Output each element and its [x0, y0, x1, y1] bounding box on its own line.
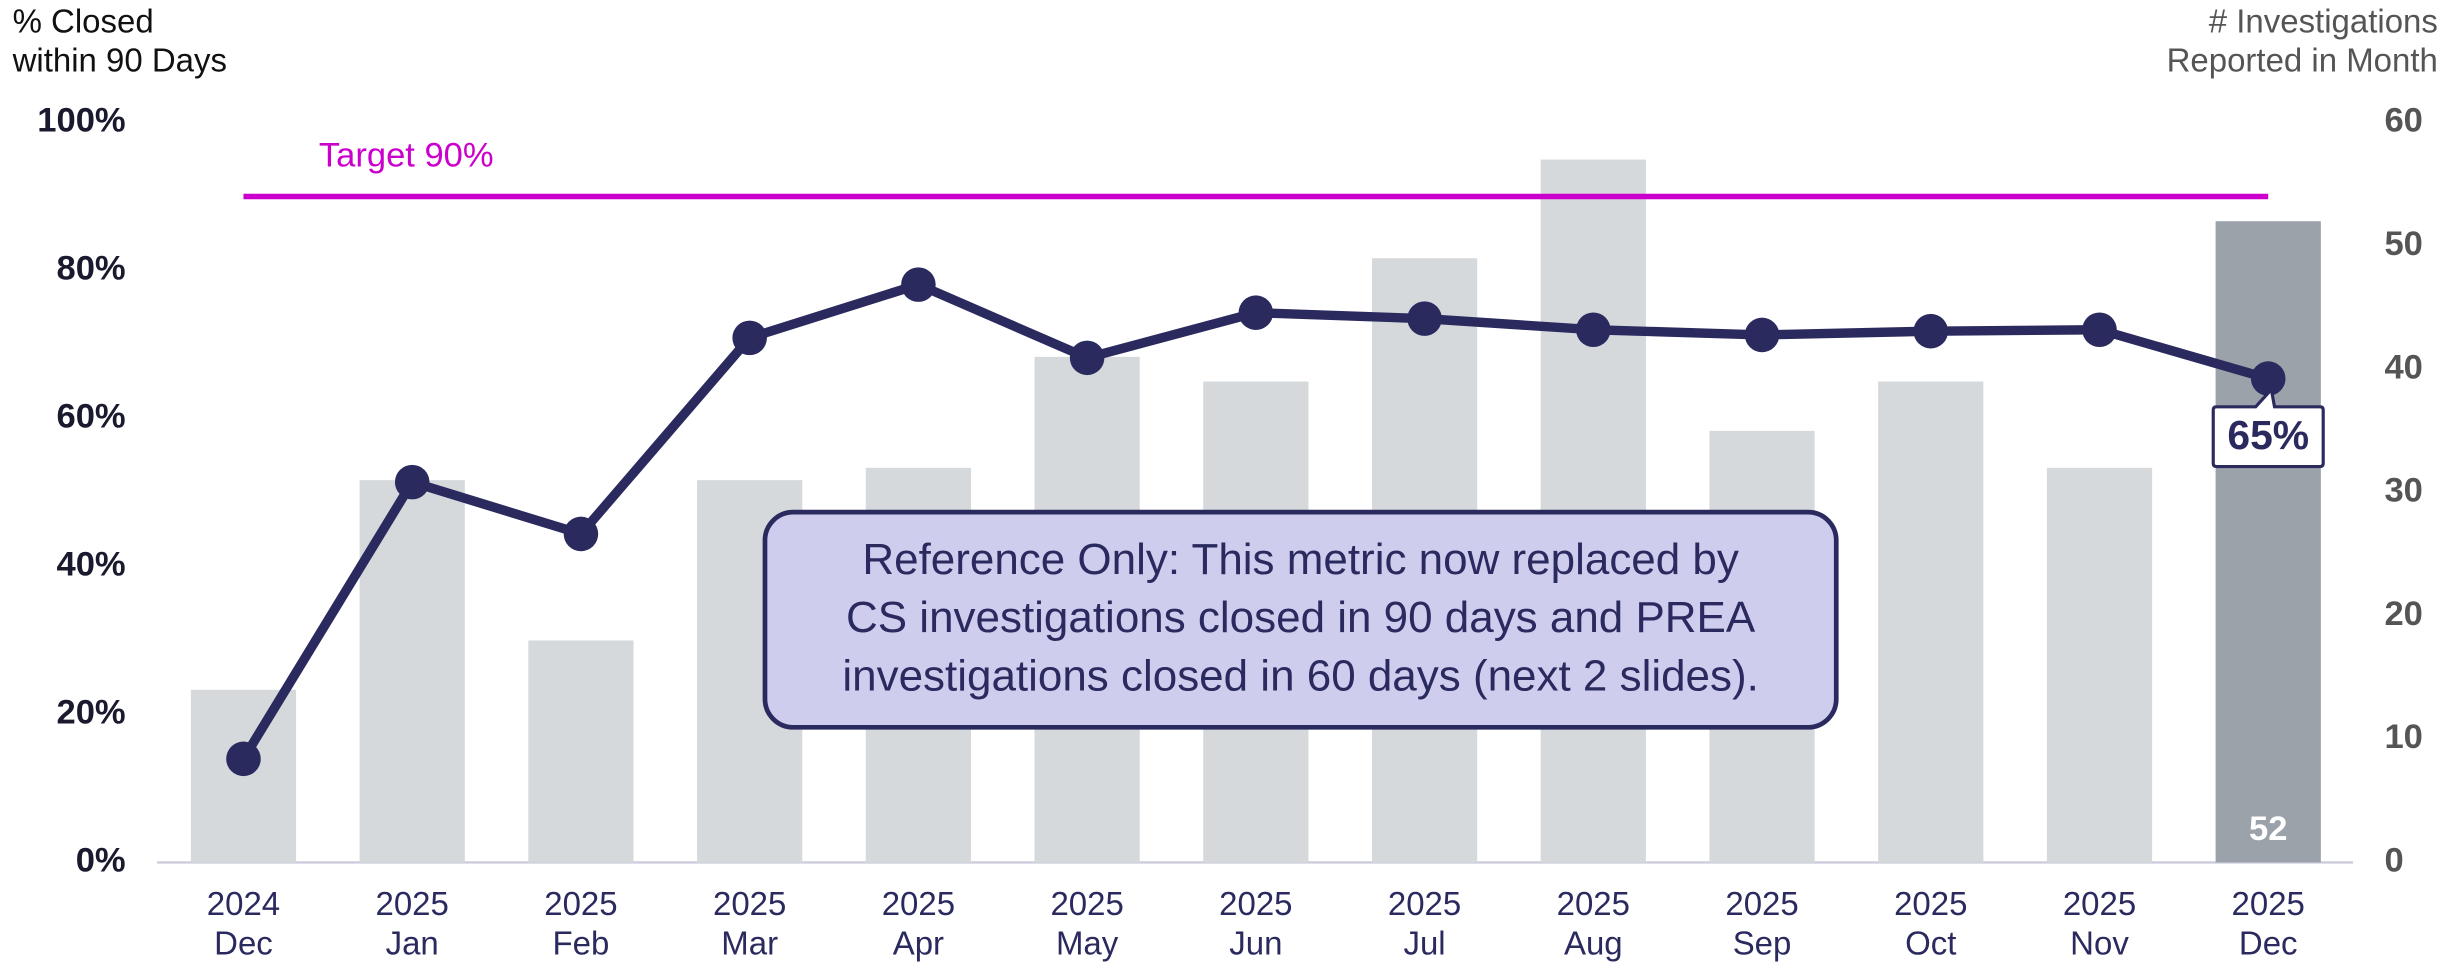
y-tick-label: 80%: [57, 250, 126, 288]
x-tick-label: 2025: [1388, 885, 1461, 922]
x-tick-label: 2025: [2063, 885, 2136, 922]
y2-tick-label: 30: [2384, 472, 2422, 510]
x-tick-label: 2024: [207, 885, 280, 922]
line-value-label: 65%: [2227, 412, 2309, 458]
x-tick-label: 2025: [1725, 885, 1798, 922]
x-tick-label: Apr: [893, 924, 944, 961]
annotation-text: Reference Only: This metric now replaced…: [862, 535, 1739, 584]
line-point: [1238, 295, 1274, 330]
line-point: [2250, 361, 2286, 396]
line-point: [1576, 312, 1611, 348]
value-callout: [2211, 386, 2325, 469]
y2-axis-title: # Investigations: [2209, 2, 2438, 39]
y2-tick-label: 0: [2384, 842, 2403, 880]
y-tick-label: 0%: [76, 842, 126, 880]
x-tick-label: 2025: [544, 885, 617, 922]
bar: [1878, 381, 1984, 863]
target-label: Target 90%: [319, 136, 494, 174]
x-tick-label: Nov: [2070, 924, 2129, 961]
line-point: [394, 464, 430, 500]
y2-tick-label: 40: [2384, 348, 2422, 386]
y-axis-title: % Closed: [13, 2, 154, 39]
x-tick-label: Jul: [1403, 924, 1445, 961]
annotation-text: investigations closed in 60 days (next 2…: [842, 651, 1758, 700]
x-tick-label: Oct: [1905, 924, 1956, 961]
line-point: [1913, 313, 1949, 349]
x-tick-label: Mar: [721, 924, 778, 961]
x-tick-label: Dec: [214, 924, 273, 961]
y-tick-label: 20%: [57, 694, 126, 732]
line-point: [901, 267, 936, 302]
x-tick-label: 2025: [882, 885, 955, 922]
y2-tick-label: 10: [2384, 718, 2422, 756]
x-tick-label: 2025: [2232, 885, 2305, 922]
line-point: [1407, 301, 1442, 336]
y-tick-label: 40%: [57, 546, 126, 584]
y2-tick-label: 60: [2384, 102, 2422, 140]
line-point: [226, 741, 261, 777]
bar-value-label: 52: [2249, 810, 2287, 848]
x-tick-label: Dec: [2239, 924, 2298, 961]
x-tick-label: 2025: [713, 885, 786, 922]
x-tick-label: 2025: [1219, 885, 1292, 922]
x-tick-label: Aug: [1564, 924, 1623, 961]
x-tick-label: Jun: [1229, 924, 1282, 961]
x-tick-label: 2025: [376, 885, 449, 922]
x-tick-label: Feb: [553, 924, 610, 961]
annotation-box: [762, 509, 1839, 730]
y-axis-title: within 90 Days: [12, 42, 227, 79]
x-tick-label: Jan: [386, 924, 439, 961]
line-point: [2082, 312, 2117, 348]
x-tick-label: May: [1056, 924, 1119, 961]
y-tick-label: 100%: [37, 102, 125, 140]
annotation-text: CS investigations closed in 90 days and …: [846, 593, 1756, 642]
y-tick-label: 60%: [57, 398, 126, 436]
x-tick-label: 2025: [1557, 885, 1630, 922]
x-tick-label: Sep: [1733, 924, 1792, 961]
x-tick-label: 2025: [1894, 885, 1967, 922]
bar: [2215, 221, 2321, 863]
y2-tick-label: 50: [2384, 225, 2422, 263]
bar: [2046, 467, 2153, 863]
x-tick-label: 2025: [1050, 885, 1123, 922]
y2-tick-label: 20: [2384, 595, 2422, 633]
y2-axis-title: Reported in Month: [2167, 42, 2438, 79]
line-point: [563, 516, 599, 552]
bar: [528, 640, 634, 863]
line-point: [1069, 340, 1105, 376]
line-point: [1744, 317, 1780, 353]
line-point: [732, 320, 767, 356]
